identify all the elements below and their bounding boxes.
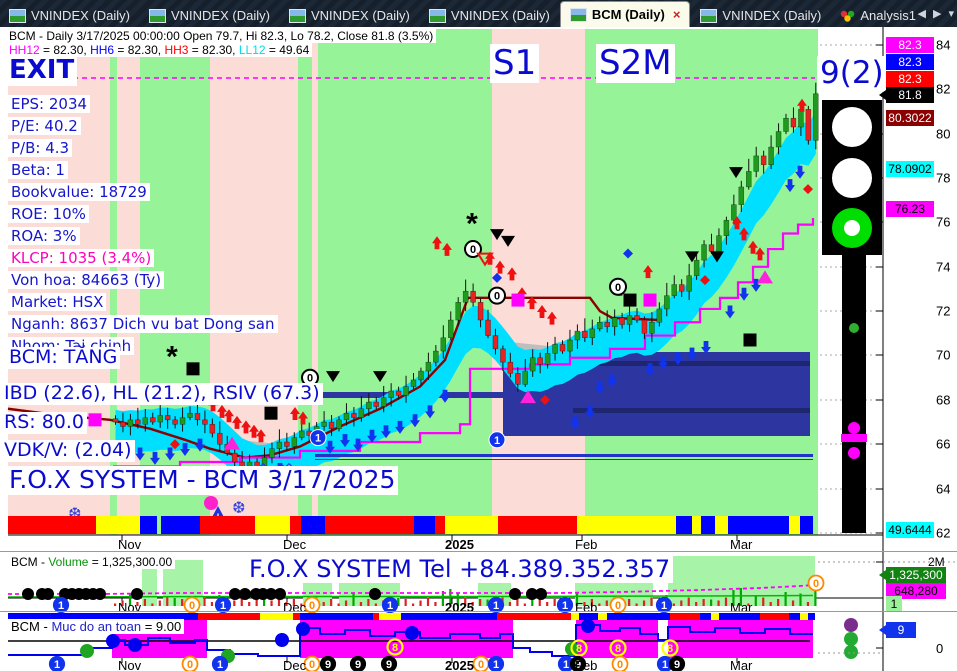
chart-thumbnail-icon	[9, 8, 26, 23]
svg-text:9: 9	[355, 659, 361, 671]
tab-label: VNINDEX (Daily)	[31, 8, 130, 23]
svg-text:9: 9	[575, 659, 581, 671]
chart-thumbnail-icon	[569, 7, 587, 22]
tab-vnindex-daily-[interactable]: VNINDEX (Daily)	[0, 4, 139, 27]
tab-bar: VNINDEX (Daily) VNINDEX (Daily) VNINDEX (D…	[0, 0, 957, 27]
pole-magenta-dot	[848, 447, 860, 459]
main-chart-plot[interactable]	[8, 27, 818, 535]
tab-scroll-left-icon[interactable]: ◀	[917, 8, 926, 20]
svg-text:0: 0	[478, 659, 484, 671]
chart-thumbnail-icon	[148, 8, 166, 23]
chart-thumbnail-icon	[428, 8, 446, 23]
x-axis-label-main: Mar	[730, 537, 753, 552]
x-axis-label-safety: Mar	[730, 658, 753, 671]
svg-text:0: 0	[617, 659, 623, 671]
chart-thumbnail-icon	[700, 8, 718, 23]
x-axis-label-main: Nov	[118, 537, 142, 552]
tab-label: VNINDEX (Daily)	[722, 8, 822, 23]
x-axis-label-safety: Feb	[575, 658, 598, 671]
svg-text:9: 9	[325, 659, 331, 671]
svg-text:0: 0	[187, 659, 193, 671]
chart-thumbnail-icon	[288, 8, 306, 23]
tab-bcm-daily-[interactable]: BCM (Daily) ×	[559, 1, 691, 27]
tab-vnindex-daily-[interactable]: VNINDEX (Daily)	[420, 4, 559, 27]
volume-value-label: 1	[886, 596, 902, 612]
x-axis-label-safety: Nov	[118, 658, 142, 671]
tab-vnindex-daily-[interactable]: VNINDEX (Daily)	[280, 4, 419, 27]
traffic-light-pole	[842, 255, 866, 533]
traffic-light-green-lamp	[832, 208, 872, 248]
svg-text:1: 1	[217, 659, 223, 671]
traffic-light-middle-lamp	[832, 158, 872, 198]
pole-magenta-dot	[848, 422, 860, 434]
safety-zero-text: 0	[936, 641, 944, 656]
analysis-icon	[840, 10, 855, 22]
x-axis-label-main: Feb	[575, 537, 598, 552]
x-axis-label-safety: 2025	[445, 658, 474, 671]
tab-label: Analysis1	[860, 8, 917, 23]
volume-value-label: 1,325,300	[879, 567, 946, 583]
tab-vnindex-daily-[interactable]: VNINDEX (Daily)	[691, 4, 830, 27]
x-axis-label-main: 2025	[445, 537, 474, 552]
panel-divider[interactable]	[0, 611, 957, 612]
tab-vnindex-daily-[interactable]: VNINDEX (Daily)	[140, 4, 279, 27]
tab-label: VNINDEX (Daily)	[450, 8, 550, 23]
tab-label: BCM (Daily)	[591, 7, 665, 22]
volume-scale-label: 2M	[928, 555, 945, 569]
close-icon[interactable]: ×	[672, 7, 681, 22]
svg-text:1: 1	[662, 659, 668, 671]
safety-plot[interactable]	[8, 612, 818, 658]
panel-divider[interactable]	[0, 551, 957, 552]
safety-zero-label: 0	[936, 641, 943, 656]
traffic-light-top-lamp	[832, 107, 872, 147]
traffic-light-green-core	[844, 220, 860, 236]
tab-label: VNINDEX (Daily)	[310, 8, 410, 23]
volume-plot[interactable]	[8, 552, 818, 598]
volume-scale-text: 2M	[928, 555, 945, 569]
pole-magenta-bar	[841, 434, 867, 442]
tab-label: VNINDEX (Daily)	[170, 8, 270, 23]
svg-text:1: 1	[54, 659, 60, 671]
svg-text:9: 9	[386, 659, 392, 671]
svg-text:1: 1	[493, 659, 499, 671]
safety-value-label: 9	[879, 622, 916, 638]
svg-text:1: 1	[563, 659, 569, 671]
tab-nav-controls: ◀ ▶ ▾	[918, 0, 954, 27]
x-axis-label-main: Dec	[283, 537, 307, 552]
x-axis-label-safety: Dec	[283, 658, 307, 671]
tab-analysis1[interactable]: Analysis1	[831, 4, 925, 27]
svg-text:0: 0	[309, 659, 315, 671]
traffic-light	[822, 100, 884, 540]
tab-menu-icon[interactable]: ▾	[948, 8, 954, 20]
svg-text:9: 9	[674, 659, 680, 671]
tab-scroll-right-icon[interactable]: ▶	[933, 8, 942, 20]
volume-value-label: 648,280	[886, 583, 946, 599]
pole-green-dot	[849, 323, 859, 333]
